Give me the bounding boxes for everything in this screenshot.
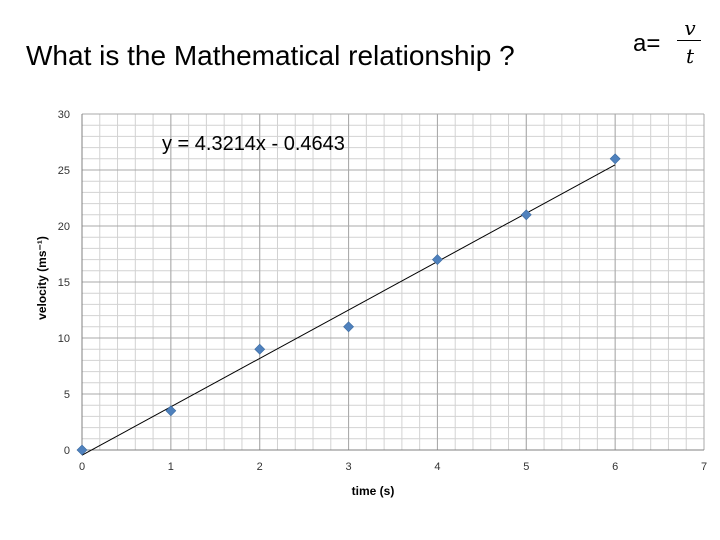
x-tick-label: 5 xyxy=(523,461,529,473)
x-tick-label: 3 xyxy=(346,461,352,473)
y-axis-title: velocity (ms⁻¹) xyxy=(35,236,49,320)
x-tick-label: 7 xyxy=(701,461,707,473)
data-point xyxy=(520,209,532,221)
y-tick-label: 10 xyxy=(58,333,70,345)
y-tick-label: 30 xyxy=(58,109,70,121)
formula-lhs: a= xyxy=(633,30,661,57)
chart-grid xyxy=(81,113,705,451)
data-point xyxy=(343,321,354,333)
y-tick-label: 5 xyxy=(64,389,70,401)
x-tick-label: 1 xyxy=(168,461,174,473)
formula-fraction-bar xyxy=(677,40,701,41)
chart-labels: y = 4.3214x - 0.4643 time (s) velocity (ms… xyxy=(35,133,394,498)
x-tick-label: 4 xyxy=(434,461,440,473)
x-tick-label: 6 xyxy=(612,461,618,473)
y-tick-label: 0 xyxy=(64,445,70,457)
x-tick-label: 2 xyxy=(257,461,263,473)
data-point xyxy=(165,405,177,417)
slide-question: What is the Mathematical relationship ? xyxy=(26,40,515,71)
data-point xyxy=(432,254,443,266)
y-tick-label: 15 xyxy=(58,277,70,289)
chart-marks xyxy=(76,153,621,456)
y-tick-label: 25 xyxy=(58,165,70,177)
data-point xyxy=(609,153,621,165)
y-tick-label: 20 xyxy=(58,221,70,233)
data-point xyxy=(76,444,88,456)
formula-numerator: v xyxy=(684,16,696,40)
axis-ticks: 0 1 2 3 4 5 6 7 0 5 10 15 20 25 30 xyxy=(58,109,707,473)
x-axis-title: time (s) xyxy=(352,484,395,498)
x-tick-label: 0 xyxy=(79,461,85,473)
formula-denominator: t xyxy=(685,44,695,68)
trendline-equation: y = 4.3214x - 0.4643 xyxy=(162,133,345,155)
data-point xyxy=(254,343,266,355)
